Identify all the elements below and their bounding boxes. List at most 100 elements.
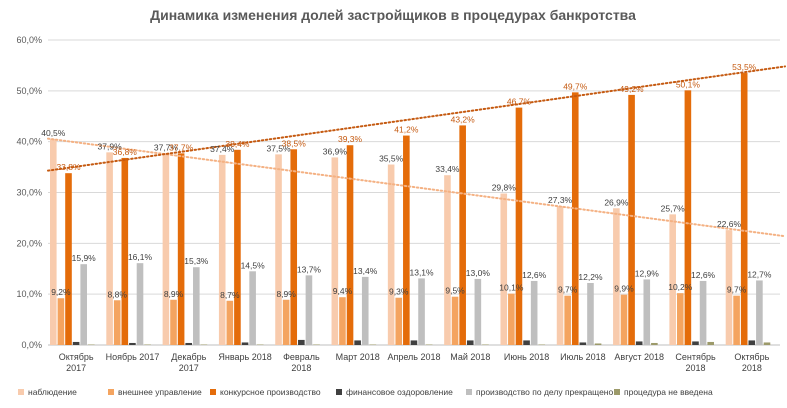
gridlines [48,39,780,346]
data-label: 13,1% [409,267,434,277]
bar [669,214,676,345]
data-label: 46,7% [507,97,532,107]
x-tick-label: Сентябрь 2018 [675,352,716,373]
data-label: 26,9% [604,197,629,207]
trendline [47,65,786,172]
trendlines [47,65,786,238]
data-label: 9,7% [558,285,578,295]
bar [218,154,226,345]
bar [508,293,515,345]
legend-swatch [466,389,472,395]
bar [88,344,95,345]
data-label: 36,9% [323,146,348,156]
data-label: 53,5% [732,62,757,72]
bar [275,154,282,345]
bar [620,294,628,345]
data-label: 8,9% [276,289,296,299]
bar [594,343,602,345]
data-label: 15,9% [72,253,97,263]
bar [564,295,571,345]
bar [387,164,395,345]
data-label: 38,4% [225,139,250,149]
bar [193,267,200,345]
bar [403,135,410,345]
bar [256,344,264,345]
data-label: 9,7% [727,285,747,295]
data-label: 25,7% [661,203,686,213]
x-tick-label: Декабрь 2017 [171,352,206,373]
data-label: 12,2% [578,272,603,282]
data-label: 8,7% [220,290,240,300]
legend-label: процедура не введена [624,387,713,397]
bar [699,280,707,345]
bar [57,298,65,345]
bar [763,342,771,345]
data-label: 9,4% [333,286,353,296]
bar [651,342,658,345]
legend: наблюдение внешнее управление конкурсное п… [18,387,713,397]
bar [474,278,482,345]
bar [613,208,620,345]
data-label: 33,8% [56,162,81,172]
data-label: 10,1% [499,283,524,293]
bar [65,173,72,345]
bar [515,107,523,345]
bar [459,125,466,346]
data-label: 9,3% [389,287,409,297]
bar [676,293,684,345]
bar [177,153,185,345]
data-label: 15,3% [184,256,209,266]
legend-swatch [614,389,620,395]
x-tick-line: Ноябрь 2017 [106,352,160,362]
bar [530,280,538,345]
legend-label: производство по делу прекращено [476,387,613,397]
bar [369,344,377,345]
data-label: 49,7% [563,81,588,91]
x-tick-line: Сентябрь [675,352,716,362]
x-tick-line: Июнь 2018 [504,352,549,362]
x-tick-line: Август 2018 [614,352,664,362]
bar [733,295,740,345]
data-label: 12,6% [691,270,716,280]
x-tick-line: 2018 [686,363,706,373]
bars [50,73,771,346]
y-tick-label: 50,0% [16,86,42,96]
data-label: 12,9% [635,268,660,278]
bar [482,344,489,345]
x-tick-line: Июль 2018 [560,352,605,362]
data-label: 49,2% [620,84,645,94]
y-tick-label: 20,0% [16,238,42,248]
bar [136,263,144,345]
legend-swatch [18,389,24,395]
bar [129,342,136,345]
data-label: 16,1% [128,252,153,262]
data-label: 22,6% [717,219,742,229]
data-label: 43,2% [451,114,476,124]
data-label: 8,8% [108,289,128,299]
legend-swatch [108,389,114,395]
data-label: 37,5% [266,143,291,153]
x-tick-line: Февраль [283,352,320,362]
bar [395,297,403,345]
bar [282,299,290,345]
bar [643,279,651,345]
data-label: 33,4% [435,164,460,174]
trendline [47,137,786,238]
data-label: 27,3% [548,195,573,205]
bar [113,300,121,345]
data-label: 12,6% [522,270,547,280]
bar [579,342,587,345]
bar [684,90,692,345]
bar [571,92,579,345]
legend-swatch [336,389,342,395]
legend-label: финансовое оздоровление [346,387,453,397]
bar [200,344,208,345]
data-label: 37,7% [169,142,194,152]
bar [466,340,474,345]
data-label: 9,2% [51,287,71,297]
bar [628,94,635,346]
chart-title: Динамика изменения долей застройщиков в … [150,7,636,23]
data-label: 13,7% [297,264,322,274]
bar [185,342,193,345]
bar [121,157,129,345]
